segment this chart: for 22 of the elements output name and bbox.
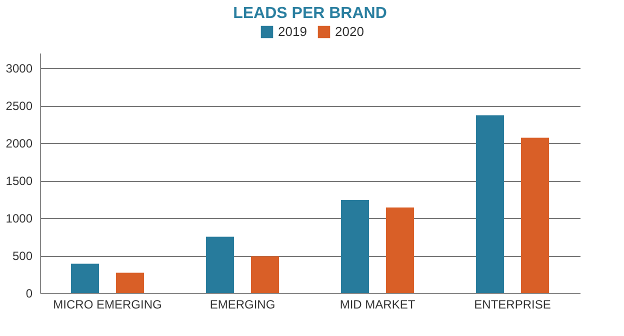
x-tick-label: MID MARKET bbox=[340, 298, 416, 312]
y-tick-label: 2000 bbox=[6, 136, 33, 150]
bar bbox=[251, 256, 279, 293]
bar bbox=[476, 115, 504, 293]
bar bbox=[521, 138, 549, 293]
x-tick-label: MICRO EMERGING bbox=[53, 298, 162, 312]
legend-label: 2019 bbox=[278, 24, 307, 39]
y-tick-label: 1000 bbox=[6, 212, 33, 226]
x-tick-label: EMERGING bbox=[210, 298, 276, 312]
y-tick-label: 2500 bbox=[6, 99, 33, 113]
legend-label: 2020 bbox=[335, 24, 364, 39]
bar bbox=[71, 264, 99, 293]
bar bbox=[341, 200, 369, 293]
bar bbox=[386, 208, 414, 293]
y-tick-label: 0 bbox=[26, 286, 33, 300]
bar bbox=[116, 272, 144, 293]
y-tick-label: 500 bbox=[12, 249, 33, 263]
chart-title: LEADS PER BRAND bbox=[233, 5, 387, 22]
y-tick-label: 3000 bbox=[6, 62, 33, 76]
bar bbox=[206, 236, 234, 293]
x-tick-label: ENTERPRISE bbox=[474, 298, 551, 312]
y-tick-label: 1500 bbox=[6, 174, 33, 188]
